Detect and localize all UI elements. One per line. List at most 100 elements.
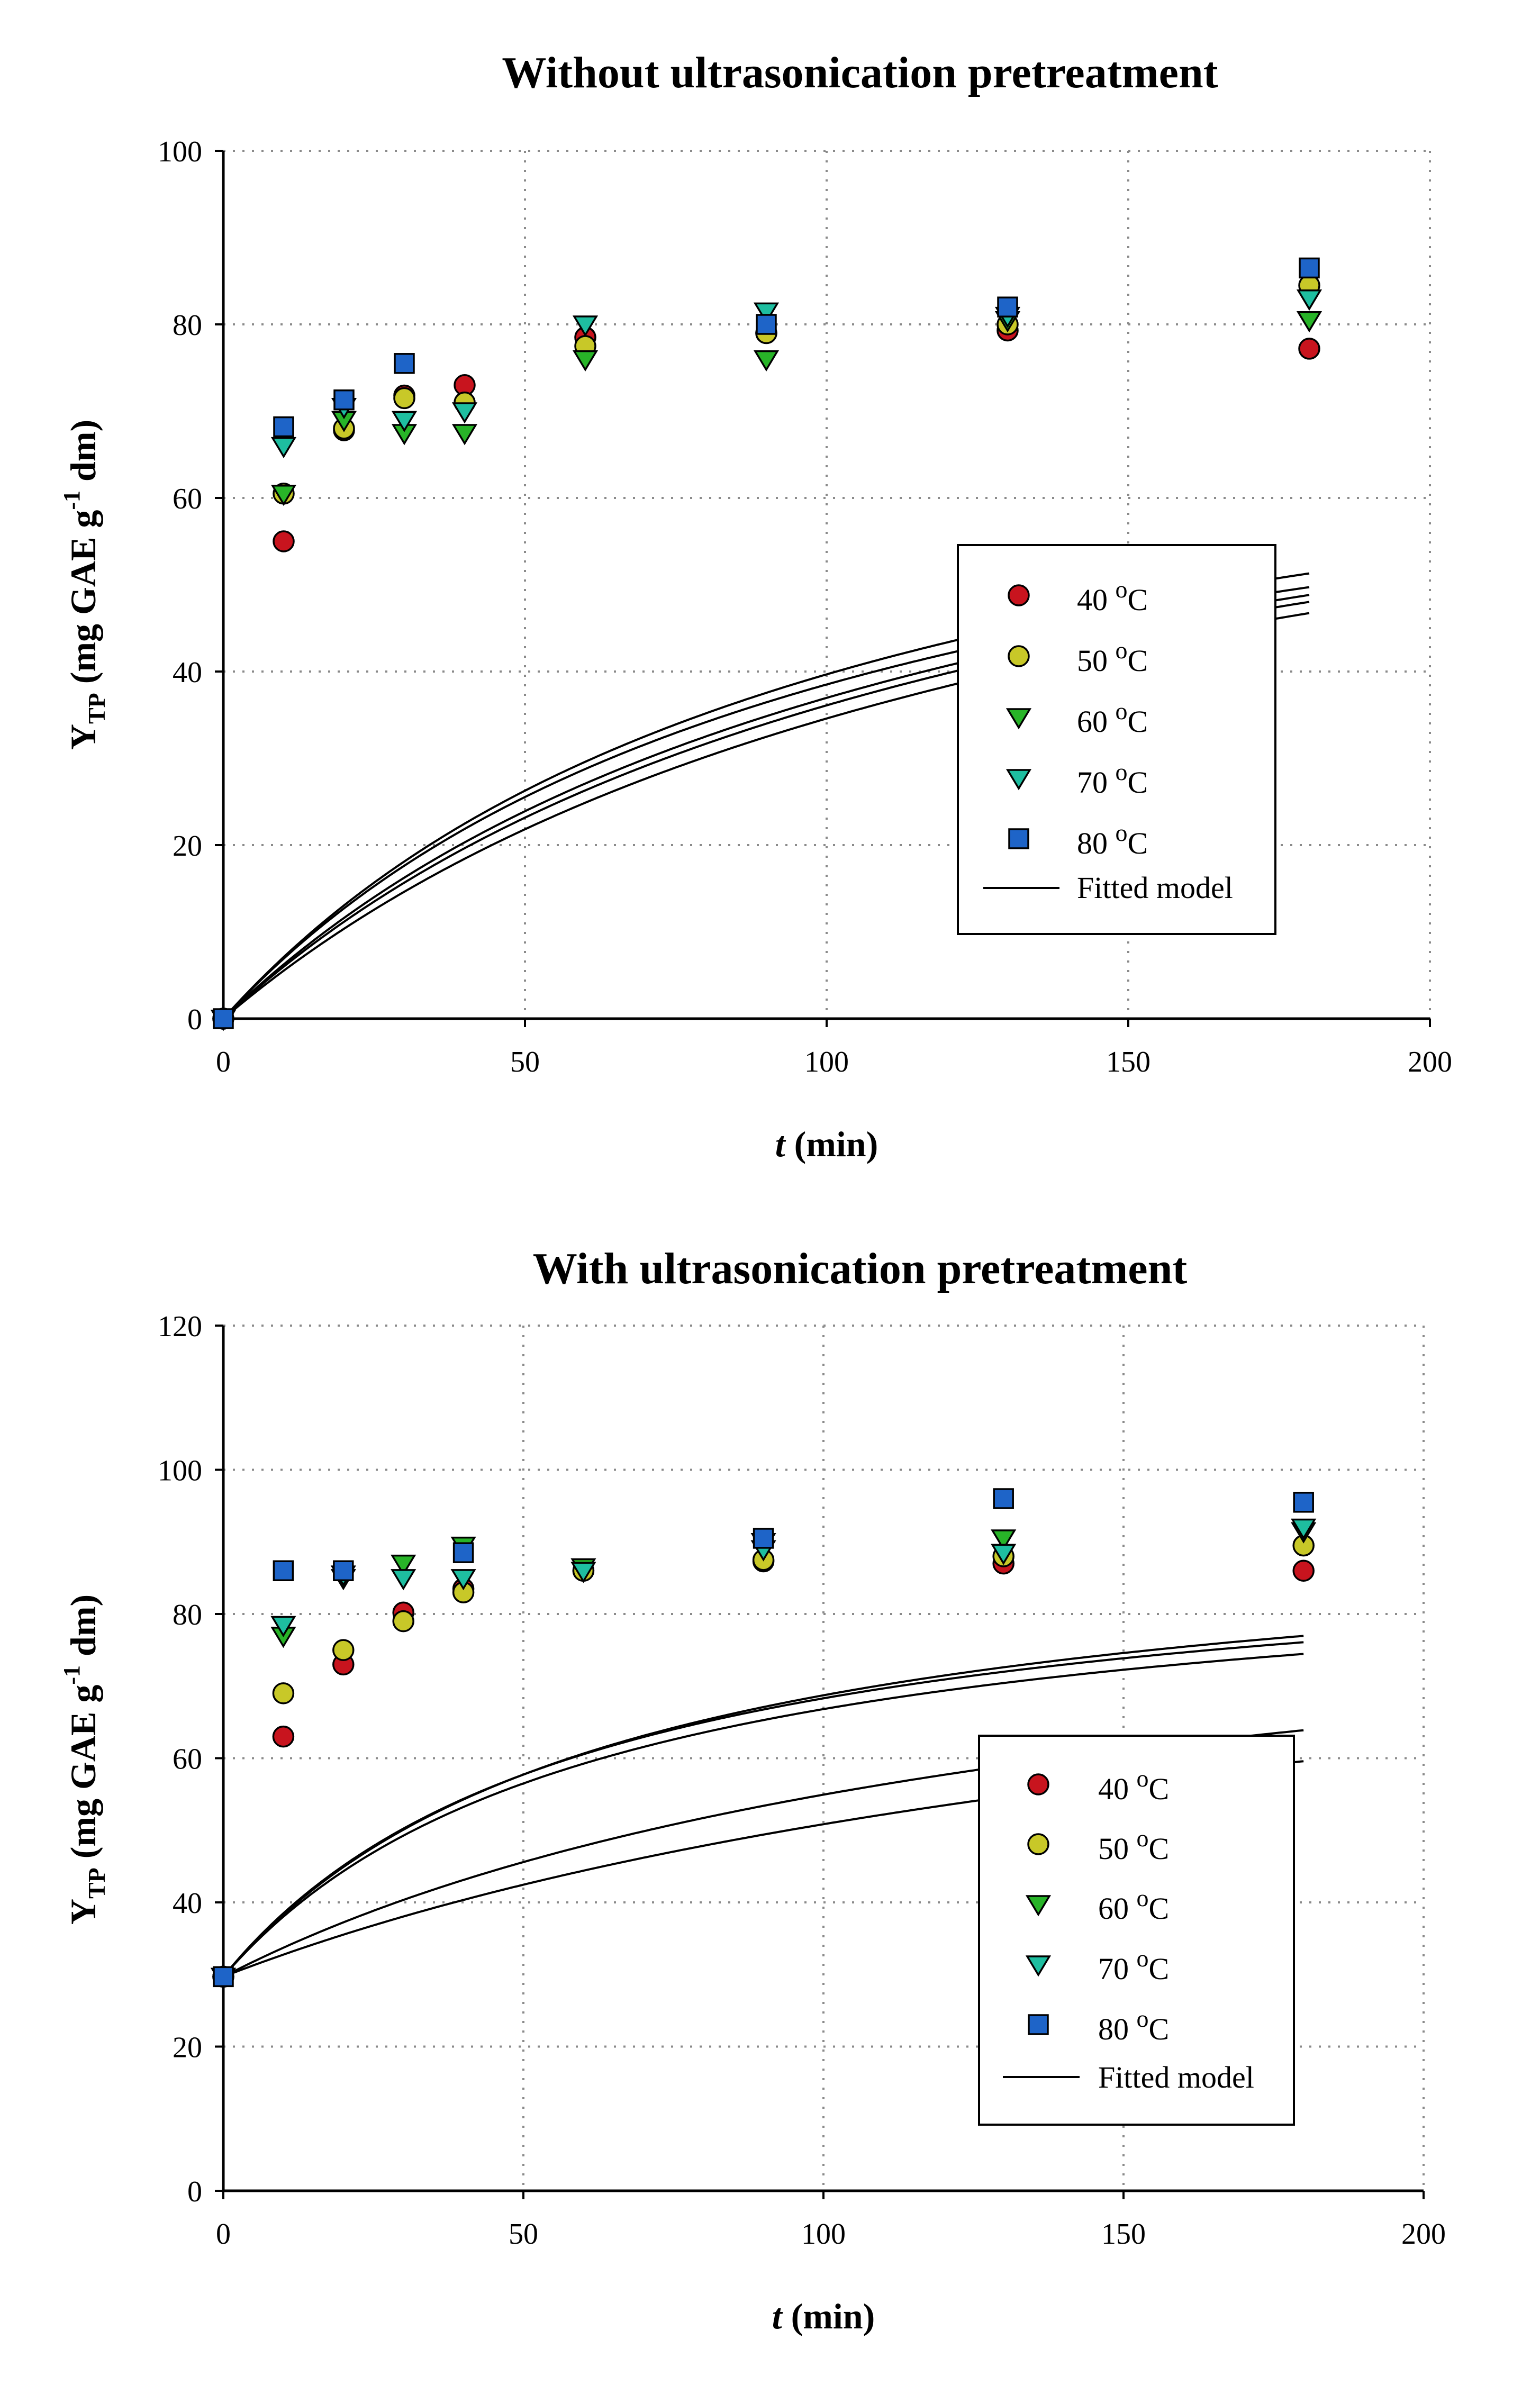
legend-items: 40 oC 50 oC 60 oC 70 oC 80 oC xyxy=(1025,1765,1169,2046)
data-point-70C xyxy=(1296,289,1322,311)
y-axis-unit-a: (mg GAE g xyxy=(63,1685,103,1868)
chart-without-ultrasonication: Without ultrasonication pretreatment 0 50… xyxy=(59,48,1452,1164)
y-axis-variable: Y xyxy=(63,1899,103,1925)
data-point-60C xyxy=(1296,311,1322,333)
y-axis-label: YTP (mg GAE g-1 dm) xyxy=(59,420,110,750)
x-tick-label: 50 xyxy=(510,1046,540,1078)
x-axis-unit: (min) xyxy=(782,2296,875,2336)
data-point-70C xyxy=(450,1569,476,1591)
x-tick-label: 0 xyxy=(216,2218,231,2251)
x-axis-variable: t xyxy=(772,2296,783,2336)
legend-marker-70C xyxy=(1005,769,1032,791)
data-point-70C xyxy=(1291,1518,1317,1540)
data-point-70C xyxy=(270,437,297,459)
legend-label-40C: 40 oC xyxy=(1077,576,1148,617)
data-point-70C xyxy=(991,1544,1017,1565)
data-point-70C xyxy=(391,1569,416,1591)
y-tick-label: 80 xyxy=(173,309,202,342)
legend: 40 oC 50 oC 60 oC 70 oC 80 oC Fitted model xyxy=(957,544,1276,935)
data-point-80C xyxy=(753,1528,774,1549)
x-axis-label: t (min) xyxy=(772,2296,875,2336)
y-tick-label: 40 xyxy=(173,1887,202,1920)
legend-marker-80C xyxy=(1028,2014,1049,2035)
x-tick-label: 200 xyxy=(1401,2218,1446,2251)
legend-marker-60C xyxy=(1025,1895,1052,1917)
legend-label-50C: 50 oC xyxy=(1077,637,1148,678)
y-tick-label: 0 xyxy=(187,1003,202,1036)
data-point-80C xyxy=(333,389,355,411)
y-tick-label: 20 xyxy=(173,2032,202,2064)
data-points xyxy=(210,257,1322,1031)
legend-fitted-label: Fitted model xyxy=(1098,2060,1254,2094)
y-axis-unit-b: dm) xyxy=(63,420,103,491)
fitted-curve-80C xyxy=(222,1635,1304,1978)
legend-marker-40C xyxy=(1008,584,1030,606)
legend-box xyxy=(957,544,1276,935)
data-point-80C xyxy=(756,314,777,335)
data-point-60C xyxy=(753,350,780,372)
legend-label-60C: 60 oC xyxy=(1098,1884,1169,1926)
x-axis-unit: (min) xyxy=(785,1124,878,1164)
y-axis-unit-a: (mg GAE g xyxy=(63,510,103,693)
y-axis-label: YTP (mg GAE g-1 dm) xyxy=(59,1594,110,1925)
y-axis-superscript: -1 xyxy=(59,491,85,510)
x-tick-label: 200 xyxy=(1408,1046,1452,1078)
data-point-80C xyxy=(394,353,415,374)
legend-marker-40C xyxy=(1027,1773,1049,1796)
legend-label-80C: 80 oC xyxy=(1077,819,1148,860)
data-point-80C xyxy=(273,1560,294,1581)
data-point-80C xyxy=(213,1966,234,1988)
data-point-80C xyxy=(273,416,294,438)
data-point-70C xyxy=(391,411,418,432)
legend-label-40C: 40 oC xyxy=(1098,1765,1169,1806)
x-tick-label: 0 xyxy=(216,1046,231,1078)
data-point-80C xyxy=(213,1008,234,1029)
data-point-50C xyxy=(272,1682,295,1704)
y-axis-superscript: -1 xyxy=(59,1665,85,1685)
data-point-80C xyxy=(1299,257,1320,279)
legend-label-70C: 70 oC xyxy=(1077,758,1148,800)
y-axis-subscript: TP xyxy=(83,1867,110,1899)
data-point-70C xyxy=(572,315,599,337)
legend-marker-60C xyxy=(1005,708,1032,730)
data-point-40C xyxy=(1298,338,1320,360)
data-point-80C xyxy=(1293,1492,1314,1513)
y-tick-label: 60 xyxy=(173,483,202,515)
data-point-60C xyxy=(391,1554,416,1576)
legend-items: 40 oC 50 oC 60 oC 70 oC 80 oC xyxy=(1005,576,1148,860)
y-tick-label: 20 xyxy=(173,830,202,863)
ticks: 0 50 100 150 200 0 20 40 60 80 100 120 xyxy=(158,1310,1446,2251)
data-point-60C xyxy=(991,1529,1017,1551)
x-axis-variable: t xyxy=(775,1124,786,1164)
data-point-70C xyxy=(570,1562,596,1583)
x-axis-label: t (min) xyxy=(775,1124,878,1164)
data-point-70C xyxy=(451,402,478,424)
data-point-70C xyxy=(753,302,780,324)
y-tick-label: 60 xyxy=(173,1743,202,1776)
data-point-60C xyxy=(451,424,478,446)
data-point-60C xyxy=(572,350,599,372)
x-tick-label: 150 xyxy=(1106,1046,1151,1078)
chart-title: Without ultrasonication pretreatment xyxy=(502,48,1218,97)
data-point-60C xyxy=(270,485,297,506)
x-tick-label: 100 xyxy=(804,1046,849,1078)
data-points xyxy=(210,1488,1317,1989)
legend-label-80C: 80 oC xyxy=(1098,2005,1169,2046)
y-tick-label: 0 xyxy=(187,2175,202,2208)
x-tick-label: 50 xyxy=(509,2218,538,2251)
data-point-70C xyxy=(270,1616,296,1637)
y-tick-label: 100 xyxy=(158,1455,202,1488)
x-tick-label: 150 xyxy=(1101,2218,1146,2251)
legend-fitted-label: Fitted model xyxy=(1077,870,1233,905)
data-point-80C xyxy=(993,1488,1014,1509)
legend-marker-50C xyxy=(1027,1833,1049,1855)
y-tick-label: 100 xyxy=(158,135,202,168)
y-axis-variable: Y xyxy=(63,724,103,750)
data-point-40C xyxy=(273,530,295,552)
y-tick-label: 80 xyxy=(173,1599,202,1631)
legend-marker-80C xyxy=(1008,828,1029,849)
legend-label-70C: 70 oC xyxy=(1098,1945,1169,1986)
x-tick-label: 100 xyxy=(801,2218,846,2251)
data-point-40C xyxy=(1292,1559,1315,1582)
